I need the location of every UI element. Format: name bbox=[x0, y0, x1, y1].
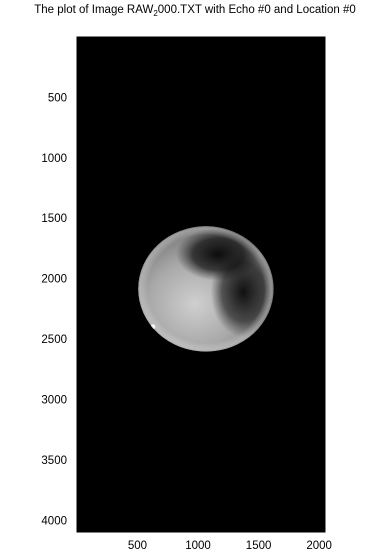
y-tick-label: 2000 bbox=[41, 274, 67, 286]
x-tick-label: 500 bbox=[128, 540, 147, 552]
y-tick-label: 3500 bbox=[41, 455, 67, 467]
y-axis: 500 1000 1500 2000 2500 3000 3500 4000 bbox=[41, 92, 325, 527]
phantom-disc bbox=[138, 226, 274, 352]
y-tick-label: 1000 bbox=[41, 153, 67, 165]
y-tick-label: 1500 bbox=[41, 213, 67, 225]
x-axis: 500 1000 1500 2000 bbox=[128, 37, 332, 552]
y-tick-label: 4000 bbox=[41, 515, 67, 527]
x-tick-label: 2000 bbox=[306, 540, 332, 552]
y-tick-label: 500 bbox=[48, 92, 67, 104]
y-tick-label: 2500 bbox=[41, 334, 67, 346]
x-tick-label: 1500 bbox=[246, 540, 272, 552]
y-tick-label: 3000 bbox=[41, 395, 67, 407]
x-tick-label: 1000 bbox=[185, 540, 211, 552]
figure-title: The plot of Image RAW2000.TXT with Echo … bbox=[34, 4, 356, 18]
axes-frame bbox=[76, 36, 326, 533]
